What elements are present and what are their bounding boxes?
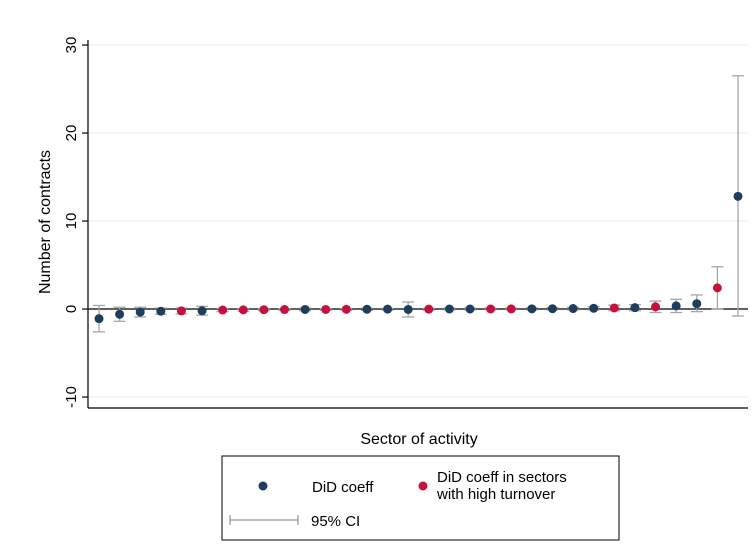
point-series0-x25 <box>589 303 599 313</box>
point-series0-x22 <box>527 304 537 314</box>
point-series0-x19 <box>465 304 475 314</box>
point-series0-x2 <box>115 309 125 319</box>
axes <box>87 40 748 409</box>
legend-marker-did <box>258 481 268 491</box>
point-series1-x12 <box>321 304 331 314</box>
point-series0-x27 <box>630 303 640 313</box>
data-marks <box>93 75 744 333</box>
y-axis-title: Number of contracts <box>37 150 54 294</box>
y-tick-label-10: 10 <box>63 213 80 230</box>
y-tick-label-30: 30 <box>63 37 80 54</box>
point-series1-x9 <box>259 305 269 315</box>
legend-box <box>221 455 620 541</box>
point-series0-x15 <box>383 304 393 314</box>
point-series0-x11 <box>300 304 310 314</box>
point-series0-x29 <box>671 301 681 311</box>
x-axis-title: Sector of activity <box>360 431 477 448</box>
point-series0-x3 <box>135 307 145 317</box>
point-series1-x20 <box>486 304 496 314</box>
y-tick-label--10: -10 <box>63 386 80 408</box>
y-tick-label-20: 20 <box>63 125 80 142</box>
point-series0-x1 <box>94 314 104 324</box>
legend-ci-symbol <box>229 515 299 525</box>
point-series0-x6 <box>197 306 207 316</box>
point-series0-x23 <box>547 304 557 314</box>
point-series0-x24 <box>568 304 578 314</box>
legend: DiD coeff DiD coeff in sectors with high… <box>221 455 620 541</box>
point-series1-x8 <box>238 305 248 315</box>
point-series0-x18 <box>444 304 454 314</box>
point-series1-x31 <box>712 283 722 293</box>
point-series1-x17 <box>424 304 434 314</box>
grid-lines <box>88 44 748 398</box>
legend-marker-high-turnover <box>418 481 428 491</box>
legend-label-high-turnover-line1: DiD coeff in sectors <box>437 469 567 486</box>
point-series1-x28 <box>651 302 661 312</box>
point-series0-x32 <box>733 191 743 201</box>
point-series0-x30 <box>692 299 702 309</box>
y-axis-ticks: -10 0 10 20 30 <box>63 37 88 408</box>
point-series0-x14 <box>362 304 372 314</box>
legend-label-ci: 95% CI <box>311 513 360 530</box>
point-series0-x4 <box>156 306 166 316</box>
point-series1-x7 <box>218 305 228 315</box>
point-series1-x13 <box>341 304 351 314</box>
point-series1-x21 <box>506 304 516 314</box>
legend-label-high-turnover-line2: with high turnover <box>436 486 555 503</box>
legend-label-did: DiD coeff <box>312 479 374 496</box>
y-tick-label-0: 0 <box>63 305 80 313</box>
point-series0-x16 <box>403 304 413 314</box>
point-series1-x5 <box>176 306 186 316</box>
point-series1-x26 <box>609 303 619 313</box>
point-series1-x10 <box>280 305 290 315</box>
